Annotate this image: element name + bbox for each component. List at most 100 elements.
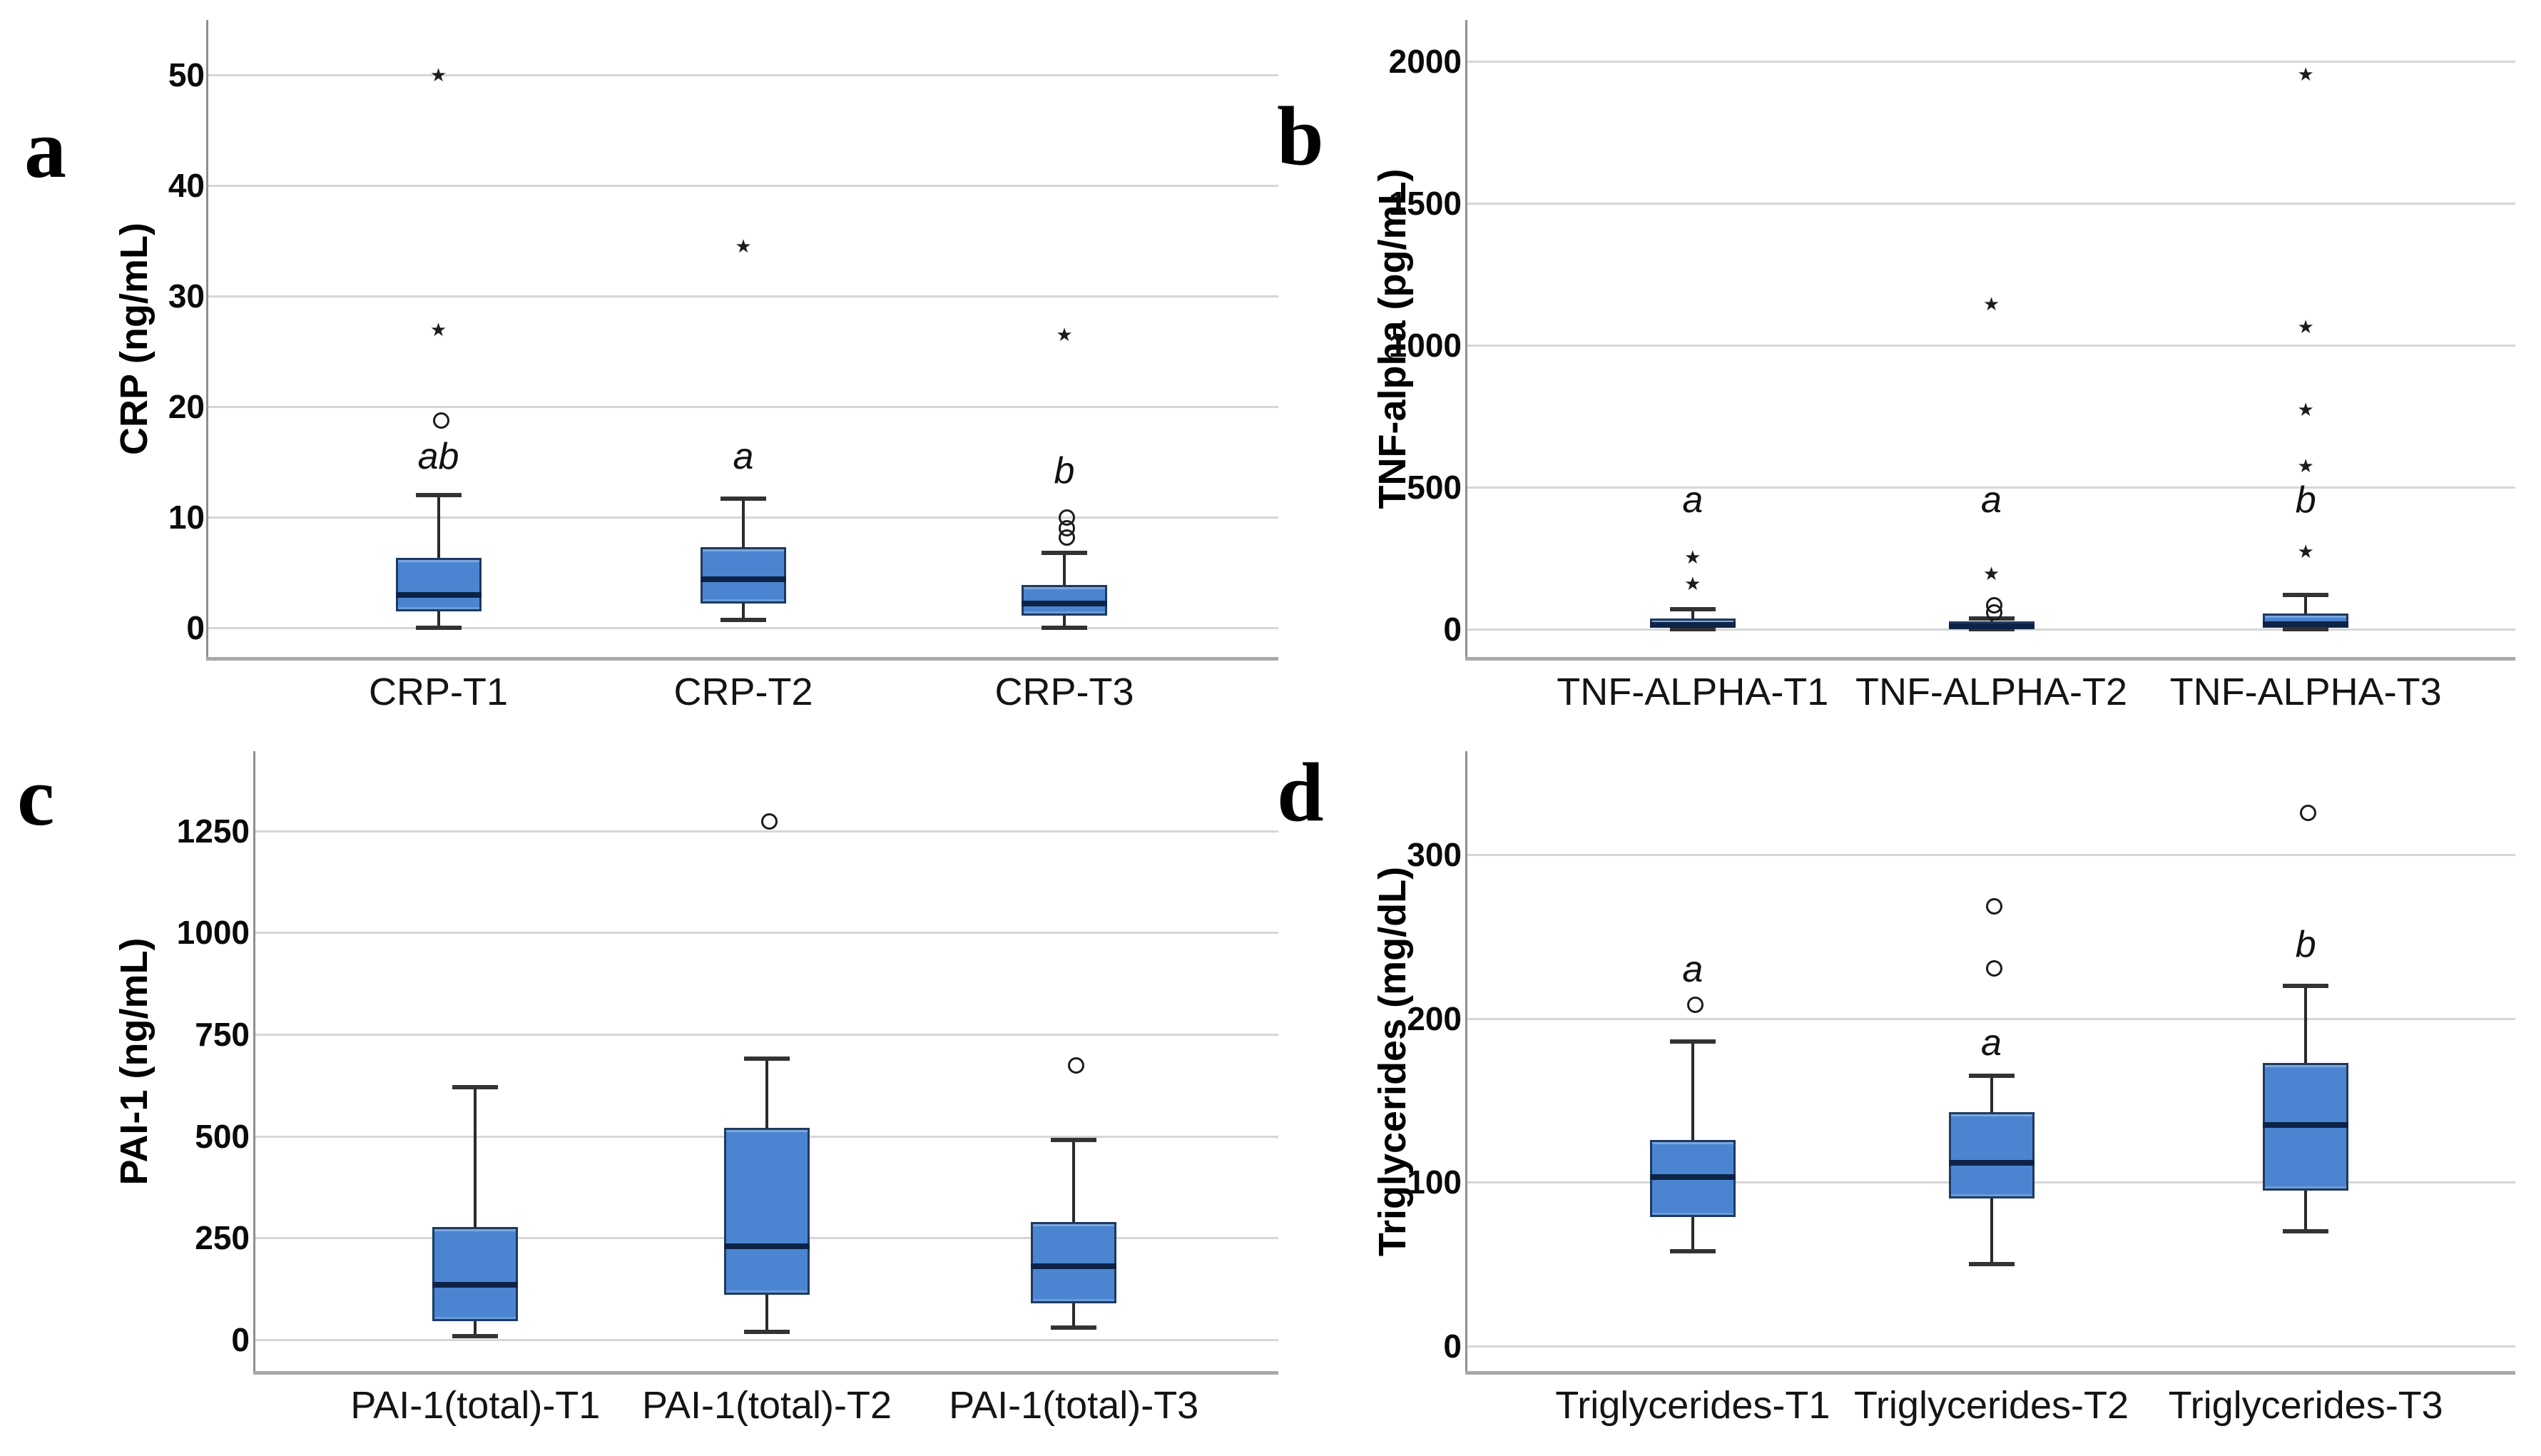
outlier-star-icon: ★ — [2297, 63, 2314, 85]
category-label: TNF-ALPHA-T2 — [1855, 671, 2128, 713]
y-tick-label: 1250 — [176, 812, 250, 850]
box — [432, 1226, 519, 1322]
whisker-upper — [2304, 985, 2308, 1063]
box — [701, 546, 786, 604]
x-axis-line — [1465, 1371, 2515, 1375]
whisker-cap-lower — [415, 626, 462, 630]
whisker-cap-upper — [2283, 983, 2329, 988]
category-label: PAI-1(total)-T2 — [641, 1384, 892, 1427]
gridline — [208, 185, 1278, 187]
whisker-upper — [1063, 552, 1066, 585]
y-tick-label: 100 — [1407, 1164, 1462, 1201]
category-label: Triglycerides-T1 — [1555, 1384, 1830, 1427]
y-tick-label: 1500 — [1388, 185, 1462, 222]
y-tick-label: 30 — [168, 278, 205, 315]
y-tick-label: 50 — [168, 56, 205, 93]
y-axis-title-pai-1: PAI-1 (ng/mL) — [113, 937, 156, 1186]
y-tick-label: 1000 — [176, 914, 250, 952]
outlier-circle — [1059, 529, 1075, 546]
outlier-circle — [1985, 597, 2002, 614]
x-axis-line — [1465, 657, 2515, 661]
whisker-cap-upper — [1042, 550, 1087, 555]
whisker-cap-upper — [2283, 593, 2329, 598]
box — [395, 558, 482, 611]
gridline — [208, 74, 1278, 76]
significance-letter: ab — [417, 435, 459, 477]
y-tick-label: 10 — [168, 499, 205, 536]
gridline — [1467, 628, 2515, 631]
whisker-cap-upper — [415, 493, 462, 497]
gridline — [1467, 487, 2515, 489]
y-tick-label: 40 — [168, 167, 205, 204]
outlier-circle — [2300, 804, 2317, 821]
panel-letter-c: c — [17, 750, 55, 843]
outlier-star-icon: ★ — [2297, 540, 2314, 562]
median-line — [2263, 1121, 2349, 1128]
box — [1022, 584, 1107, 616]
significance-letter: a — [733, 435, 754, 477]
whisker-upper — [1072, 1140, 1076, 1222]
box — [1948, 621, 2035, 629]
significance-letter: a — [1981, 479, 2002, 521]
outlier-circle — [1068, 1057, 1085, 1074]
outlier-circle — [761, 813, 778, 830]
gridline — [208, 516, 1278, 519]
whisker-cap-lower — [1042, 626, 1087, 630]
outlier-star-icon: ★ — [1056, 324, 1073, 346]
y-tick-label: 200 — [1407, 999, 1462, 1037]
outlier-circle — [1059, 509, 1075, 526]
whisker-upper — [1691, 1041, 1694, 1140]
median-line — [701, 576, 786, 582]
category-label: PAI-1(total)-T1 — [350, 1384, 601, 1427]
whisker-upper — [474, 1087, 477, 1227]
median-line — [1649, 622, 1736, 628]
outlier-circle — [1985, 604, 2002, 621]
y-tick-label: 500 — [195, 1117, 250, 1155]
y-axis-title-tnf-alpha: TNF-alpha (pg/mL) — [1371, 168, 1414, 509]
whisker-cap-lower — [1669, 627, 1716, 631]
panel-letter-d: d — [1277, 745, 1324, 839]
y-tick-label: 0 — [1443, 1328, 1462, 1365]
whisker-upper — [437, 495, 440, 559]
whisker-cap-lower — [1051, 1325, 1097, 1330]
whisker-lower — [1691, 1216, 1694, 1251]
gridline — [255, 1135, 1278, 1138]
significance-letter: a — [1682, 948, 1704, 990]
y-axis-line — [253, 751, 255, 1371]
gridline — [1467, 345, 2515, 347]
whisker-cap-upper — [744, 1057, 790, 1062]
whisker-lower — [1990, 628, 1993, 629]
outlier-star-icon: ★ — [1684, 546, 1701, 568]
outlier-star-icon: ★ — [2297, 398, 2314, 420]
outlier-circle — [1985, 897, 2002, 915]
whisker-upper — [1990, 1075, 1993, 1112]
outlier-circle — [1686, 996, 1704, 1013]
box — [1031, 1221, 1117, 1303]
category-label: CRP-T3 — [994, 671, 1134, 713]
gridline — [208, 295, 1278, 297]
category-label: CRP-T2 — [673, 671, 813, 713]
whisker-lower — [2304, 1190, 2308, 1232]
whisker-lower — [1072, 1303, 1076, 1328]
median-line — [432, 1281, 519, 1288]
outlier-star-icon: ★ — [429, 318, 447, 340]
median-line — [1948, 1159, 2035, 1166]
outlier-star-icon: ★ — [1982, 563, 2000, 585]
outlier-star-icon: ★ — [2297, 455, 2314, 477]
y-tick-label: 300 — [1407, 835, 1462, 873]
whisker-cap-upper — [1968, 1073, 2015, 1078]
median-line — [1948, 623, 2035, 630]
gridline — [1467, 1345, 2515, 1348]
y-axis-line — [1465, 751, 1467, 1371]
gridline — [208, 406, 1278, 408]
whisker-lower — [742, 603, 745, 621]
whisker-cap-lower — [2283, 627, 2329, 631]
box — [1649, 1139, 1736, 1217]
whisker-lower — [474, 1321, 477, 1337]
whisker-lower — [437, 611, 440, 628]
median-line — [2263, 621, 2349, 627]
gridline — [1467, 1017, 2515, 1020]
gridline — [255, 1237, 1278, 1240]
y-tick-label: 20 — [168, 388, 205, 425]
whisker-lower — [765, 1295, 768, 1332]
